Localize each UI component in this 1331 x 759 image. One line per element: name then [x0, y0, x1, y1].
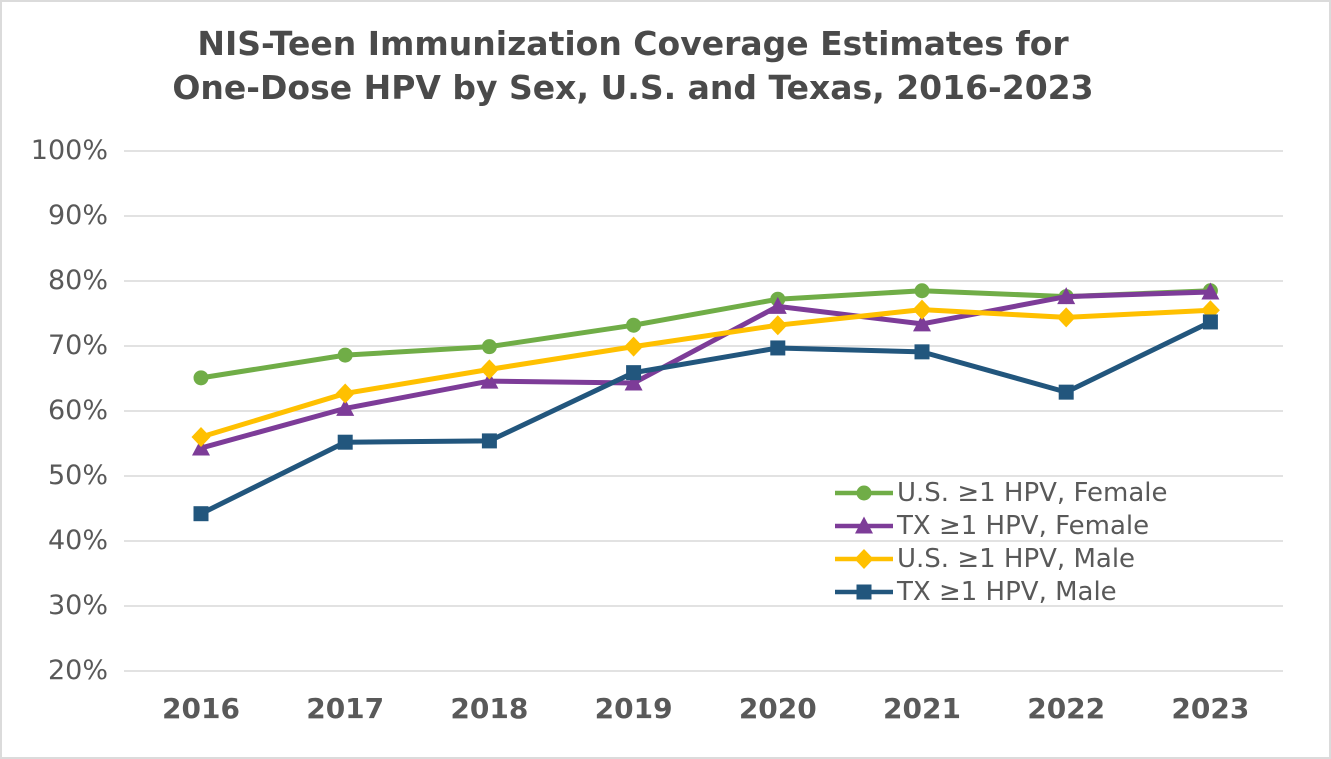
square-marker-icon: [193, 506, 209, 522]
triangle-marker-icon: [768, 296, 787, 314]
chart-title: NIS-Teen Immunization Coverage Estimates…: [2, 22, 1264, 110]
circle-marker-icon: [626, 317, 642, 333]
legend-label: TX ≥1 HPV, Male: [897, 576, 1117, 607]
series-line-0: [198, 288, 1213, 381]
y-tick-label: 90%: [47, 200, 108, 231]
chart-title-line2: One-Dose HPV by Sex, U.S. and Texas, 201…: [172, 68, 1094, 107]
square-marker-icon: [1202, 314, 1218, 330]
triangle-marker-icon: [1057, 287, 1076, 305]
x-tick-label: 2022: [1027, 692, 1106, 725]
legend-swatch-icon: [835, 548, 893, 569]
chart-title-line1: NIS-Teen Immunization Coverage Estimates…: [197, 24, 1069, 63]
square-marker-icon: [626, 365, 642, 381]
y-tick-label: 40%: [47, 525, 108, 556]
diamond-marker-icon: [335, 383, 355, 404]
diamond-marker-icon: [479, 359, 499, 380]
triangle-marker-icon: [192, 438, 210, 456]
y-tick-label: 50%: [47, 460, 108, 491]
triangle-marker-icon: [1201, 282, 1220, 300]
x-tick-label: 2021: [883, 692, 961, 725]
circle-marker-icon: [914, 283, 930, 299]
x-tick-label: 2017: [306, 692, 385, 725]
series-line-3: [198, 319, 1213, 517]
circle-marker-icon: [856, 485, 872, 500]
diamond-marker-icon: [854, 548, 874, 569]
legend-swatch-icon: [835, 584, 893, 599]
square-marker-icon: [770, 340, 786, 356]
x-tick-label: 2020: [738, 692, 817, 725]
diamond-marker-icon: [624, 336, 644, 357]
square-marker-icon: [337, 434, 353, 450]
series-line-2: [198, 307, 1213, 440]
circle-marker-icon: [337, 347, 353, 363]
legend-swatch-icon: [835, 485, 893, 500]
square-marker-icon: [914, 344, 930, 360]
triangle-marker-icon: [480, 371, 499, 389]
legend-label: U.S. ≥1 HPV, Male: [897, 543, 1136, 574]
triangle-marker-icon: [336, 398, 355, 416]
legend-swatch-icon: [835, 516, 893, 533]
triangle-marker-icon: [913, 314, 931, 332]
x-tick-label: 2023: [1171, 692, 1250, 725]
square-marker-icon: [856, 584, 872, 599]
diamond-marker-icon: [768, 315, 788, 336]
square-marker-icon: [1058, 384, 1074, 400]
x-tick-label: 2019: [594, 692, 673, 725]
square-marker-icon: [481, 433, 497, 449]
y-tick-label: 20%: [47, 655, 108, 686]
triangle-marker-icon: [855, 516, 873, 533]
y-tick-label: 100%: [30, 135, 108, 166]
y-tick-label: 60%: [47, 395, 108, 426]
legend-label: U.S. ≥1 HPV, Female: [897, 477, 1168, 508]
diamond-marker-icon: [191, 427, 211, 447]
triangle-marker-icon: [624, 373, 643, 391]
circle-marker-icon: [193, 370, 209, 386]
legend-item: TX ≥1 HPV, Male: [833, 575, 1167, 608]
legend-item: TX ≥1 HPV, Female: [833, 509, 1167, 542]
legend-item: U.S. ≥1 HPV, Male: [833, 542, 1167, 575]
diamond-marker-icon: [1056, 307, 1076, 328]
y-tick-label: 70%: [47, 330, 108, 361]
y-tick-label: 80%: [47, 265, 108, 296]
legend-item: U.S. ≥1 HPV, Female: [833, 476, 1167, 509]
y-tick-label: 30%: [47, 590, 108, 621]
x-tick-label: 2016: [162, 692, 240, 725]
circle-marker-icon: [481, 339, 497, 355]
legend-label: TX ≥1 HPV, Female: [897, 510, 1150, 541]
series-line-1: [198, 289, 1213, 451]
x-tick-label: 2018: [450, 692, 529, 725]
legend: U.S. ≥1 HPV, Female TX ≥1 HPV, Female U.S.…: [833, 476, 1167, 608]
diamond-marker-icon: [912, 299, 932, 320]
